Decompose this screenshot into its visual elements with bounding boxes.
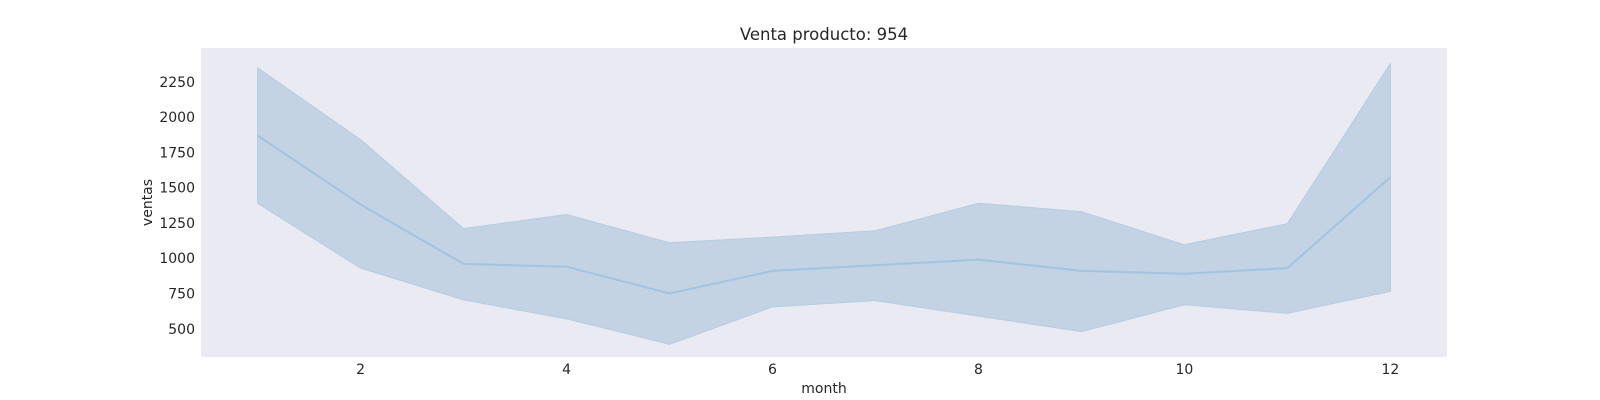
- y-tick-label: 1250: [159, 216, 195, 232]
- y-tick-label: 2000: [159, 110, 195, 126]
- y-tick-label: 1750: [159, 145, 195, 161]
- y-tick-label: 1500: [159, 181, 195, 197]
- y-tick-label: 2250: [159, 75, 195, 91]
- y-tick-label: 1000: [159, 251, 195, 267]
- x-tick-label: 2: [356, 362, 365, 378]
- y-axis-ticks: 500 750 1000 1250 1500 1750 2000 2250: [159, 75, 195, 338]
- y-axis-label: ventas: [140, 179, 156, 226]
- x-axis-ticks: 2 4 6 8 10 12: [356, 362, 1399, 378]
- x-tick-label: 6: [768, 362, 777, 378]
- x-tick-label: 8: [974, 362, 983, 378]
- x-tick-label: 10: [1175, 362, 1193, 378]
- y-tick-label: 500: [168, 322, 195, 338]
- x-tick-label: 12: [1381, 362, 1399, 378]
- series-line-layer: [257, 134, 1392, 295]
- confidence-band: [257, 61, 1391, 345]
- y-tick-label: 750: [168, 287, 195, 303]
- chart-title: Venta producto: 954: [740, 25, 908, 44]
- series-line: [257, 134, 1392, 295]
- x-tick-label: 4: [562, 362, 571, 378]
- x-axis-label: month: [801, 381, 846, 397]
- confidence-band-layer: [257, 61, 1391, 345]
